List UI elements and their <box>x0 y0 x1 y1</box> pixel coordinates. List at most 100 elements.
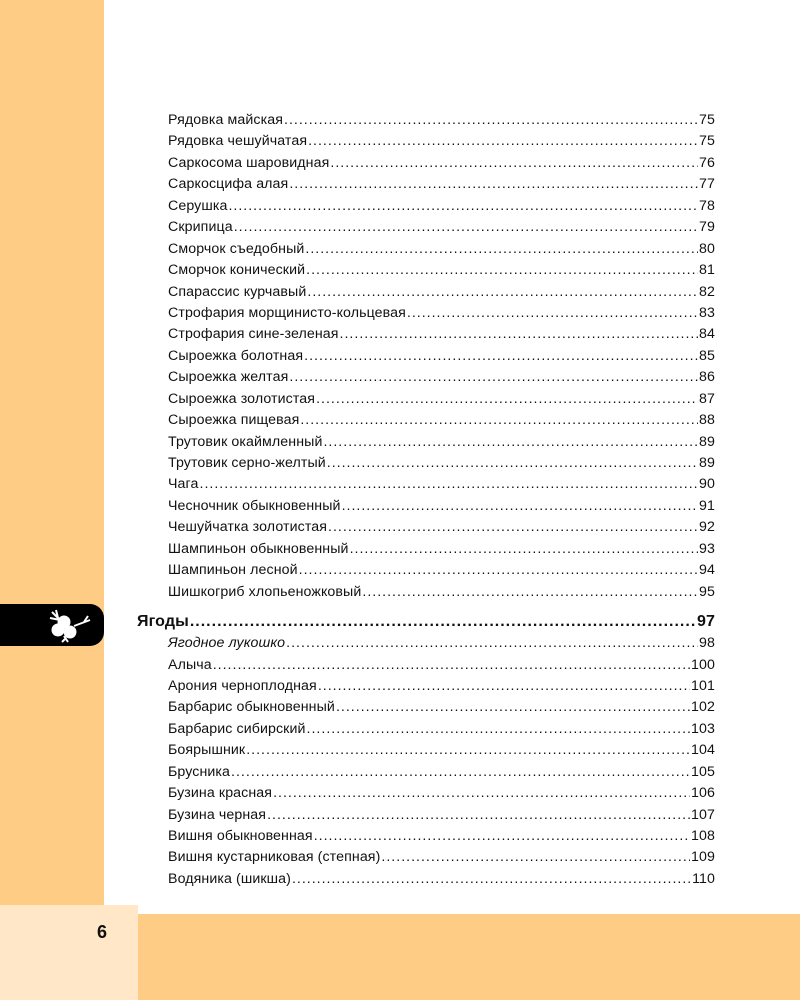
toc-entry-page: 104 <box>691 742 715 759</box>
bottom-band <box>138 914 800 1000</box>
toc-entry-title: Шампиньон обыкновенный <box>168 540 349 557</box>
toc-entry-page: 100 <box>691 656 715 673</box>
toc-entry-title: Барбарис обыкновенный <box>168 699 335 716</box>
toc-entry-title: Шишкогриб хлопьеножковый <box>168 583 362 600</box>
dot-leader <box>381 849 690 865</box>
toc-entry[interactable]: Скрипица 79 <box>168 219 715 240</box>
toc-entry[interactable]: Строфария сине-зеленая 84 <box>168 326 715 347</box>
dot-leader <box>308 133 698 149</box>
toc-entry[interactable]: Бузина черная 107 <box>168 807 715 828</box>
toc-entry[interactable]: Алыча 100 <box>168 657 715 678</box>
toc-entry[interactable]: Чага 90 <box>168 476 715 497</box>
toc-entry-title: Трутовик окаймленный <box>168 433 323 450</box>
toc-entry[interactable]: Сыроежка желтая 86 <box>168 369 715 390</box>
dot-leader <box>304 348 698 364</box>
toc-entry[interactable]: Трутовик серно-желтый 89 <box>168 455 715 476</box>
dot-leader <box>228 198 698 214</box>
dot-leader <box>234 219 698 235</box>
toc-entry-title: Шампиньон лесной <box>168 562 298 579</box>
dot-leader <box>307 721 690 737</box>
toc-entry[interactable]: Водяника (шикша) 110 <box>168 871 715 892</box>
toc-entry[interactable]: Сморчок конический 81 <box>168 262 715 283</box>
dot-leader <box>231 764 690 780</box>
toc-entry[interactable]: Строфария морщинисто-кольцевая 83 <box>168 305 715 326</box>
toc-entry[interactable]: Шампиньон обыкновенный 93 <box>168 541 715 562</box>
toc-entry-title: Строфария сине-зеленая <box>168 326 339 343</box>
toc-entry-page: 75 <box>699 112 715 128</box>
toc-entry[interactable]: Бузина красная 106 <box>168 785 715 806</box>
toc-entry-title: Вишня обыкновенная <box>168 828 313 844</box>
toc-entry[interactable]: Шампиньон лесной 94 <box>168 562 715 583</box>
toc-entry-page: 105 <box>691 763 715 780</box>
toc-entry-page: 76 <box>699 154 715 171</box>
toc-entry[interactable]: Вишня обыкновенная 108 <box>168 828 715 849</box>
dot-leader <box>336 699 690 715</box>
page-number-box <box>0 905 138 1000</box>
toc-entry[interactable]: Сыроежка пищевая 88 <box>168 412 715 433</box>
toc-entry[interactable]: Трутовик окаймленный 89 <box>168 434 715 455</box>
toc-entry-page: 83 <box>699 304 715 321</box>
toc-entry-page: 89 <box>699 433 715 450</box>
toc-entry-page: 81 <box>699 262 715 279</box>
toc-entry[interactable]: Саркосцифа алая 77 <box>168 176 715 197</box>
toc-entry-title: Барбарис сибирский <box>168 720 306 737</box>
toc-entry[interactable]: Барбарис обыкновенный 102 <box>168 699 715 720</box>
toc-entry[interactable]: Рядовка майская 75 <box>168 112 715 133</box>
toc-entry-title: Ягодное лукошко <box>168 635 286 652</box>
dot-leader <box>286 635 698 651</box>
toc-entry[interactable]: Серушка 78 <box>168 198 715 219</box>
toc-entry-page: 75 <box>699 133 715 150</box>
dot-leader <box>318 678 690 694</box>
toc-entry[interactable]: Сыроежка болотная 85 <box>168 348 715 369</box>
toc-entry[interactable]: Боярышник 104 <box>168 742 715 763</box>
toc-entry-page: 88 <box>699 412 715 429</box>
toc-entry[interactable]: Рядовка чешуйчатая 75 <box>168 133 715 154</box>
toc-entry[interactable]: Саркосома шаровидная 76 <box>168 155 715 176</box>
toc-entry-title: Ягоды <box>137 613 189 631</box>
dot-leader <box>289 369 698 385</box>
toc-entry[interactable]: Спарассис курчавый 82 <box>168 284 715 305</box>
toc-entry-page: 102 <box>691 699 715 716</box>
dot-leader <box>328 519 698 535</box>
toc-section-heading[interactable]: Ягоды 97 <box>137 613 715 635</box>
toc-entry-page: 79 <box>699 219 715 236</box>
dot-leader <box>273 785 690 801</box>
dot-leader <box>267 807 690 823</box>
toc-entry[interactable]: Арония черноплодная 101 <box>168 678 715 699</box>
toc-entry-title: Вишня кустарниковая (степная) <box>168 849 381 866</box>
toc-entry-page: 98 <box>699 635 715 652</box>
left-margin-strip <box>0 0 104 905</box>
dot-leader <box>314 828 690 844</box>
toc-entry[interactable]: Чесночник обыкновенный 91 <box>168 498 715 519</box>
toc-entry-page: 87 <box>699 390 715 407</box>
toc-entry[interactable]: Чешуйчатка золотистая 92 <box>168 519 715 540</box>
toc-entry-page: 103 <box>691 720 715 737</box>
toc-entry-title: Саркосцифа алая <box>168 176 289 193</box>
toc-entry-title: Серушка <box>168 197 228 214</box>
toc-entry-title: Сморчок конический <box>168 262 306 279</box>
toc-entry-title: Алыча <box>168 656 212 673</box>
toc-entry-title: Чешуйчатка золотистая <box>168 519 328 536</box>
toc-entry[interactable]: Сморчок съедобный 80 <box>168 241 715 262</box>
toc-entry[interactable]: Сыроежка золотистая 87 <box>168 391 715 412</box>
dot-leader <box>300 412 698 428</box>
dot-leader <box>330 155 698 171</box>
page-number: 6 <box>97 922 108 942</box>
toc-entry-page: 78 <box>699 197 715 214</box>
toc-entry-page: 84 <box>699 326 715 343</box>
dot-leader <box>306 262 698 278</box>
dot-leader <box>340 326 698 342</box>
dot-leader <box>289 176 698 192</box>
toc-entry-title: Строфария морщинисто-кольцевая <box>168 304 406 321</box>
toc-entry[interactable]: Барбарис сибирский 103 <box>168 721 715 742</box>
toc-entry-page: 86 <box>699 369 715 386</box>
toc-entry-title: Сморчок съедобный <box>168 240 305 257</box>
toc-entry[interactable]: Шишкогриб хлопьеножковый 95 <box>168 584 715 605</box>
toc-entry[interactable]: Вишня кустарниковая (степная) 109 <box>168 849 715 870</box>
toc-entry-page: 94 <box>699 562 715 579</box>
toc-entry[interactable]: Брусника 105 <box>168 764 715 785</box>
dot-leader <box>350 541 698 557</box>
toc-entry-title: Трутовик серно-желтый <box>168 455 326 471</box>
dot-leader <box>316 391 698 407</box>
toc-entry[interactable]: Ягодное лукошко 98 <box>168 635 715 656</box>
